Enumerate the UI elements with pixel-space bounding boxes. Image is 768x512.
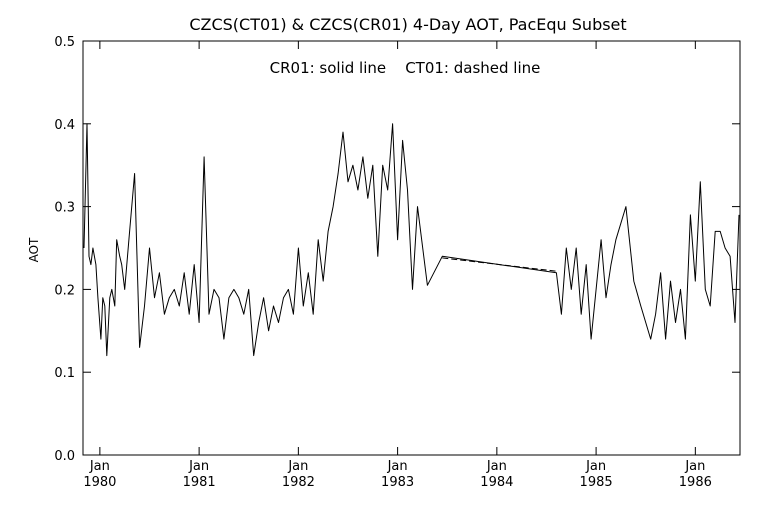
y-tick-label: 0.3 [54, 201, 75, 216]
x-ticks: Jan1980Jan1981Jan1982Jan1983Jan1984Jan19… [83, 41, 712, 490]
x-tick-year-label: 1986 [679, 475, 712, 490]
x-tick-month-label: Jan [684, 459, 705, 474]
x-tick-month-label: Jan [585, 459, 606, 474]
y-axis-label: AOT [27, 237, 41, 262]
y-ticks: 0.0 0.1 0.2 0.3 0.4 0.5 [54, 35, 740, 464]
y-tick-label: 0.5 [54, 35, 75, 50]
x-tick-year-label: 1982 [282, 475, 315, 490]
y-tick-label: 0.4 [54, 118, 75, 133]
y-tick-label: 0.1 [54, 366, 75, 381]
series-line-ct01 [442, 257, 557, 272]
x-tick-year-label: 1980 [83, 475, 116, 490]
chart-annotation: CR01: solid line CT01: dashed line [270, 59, 541, 77]
x-tick-month-label: Jan [387, 459, 408, 474]
plot-frame [82, 40, 741, 456]
x-tick-month-label: Jan [486, 459, 507, 474]
x-tick-year-label: 1981 [183, 475, 216, 490]
y-tick-label: 0.2 [54, 283, 75, 298]
x-tick-month-label: Jan [89, 459, 110, 474]
series-line-cr01 [83, 123, 740, 357]
x-tick-month-label: Jan [188, 459, 209, 474]
y-tick-label: 0.0 [54, 449, 75, 464]
x-tick-month-label: Jan [287, 459, 308, 474]
x-tick-year-label: 1983 [381, 475, 414, 490]
x-tick-year-label: 1985 [580, 475, 613, 490]
chart-title: CZCS(CT01) & CZCS(CR01) 4-Day AOT, PacEq… [189, 15, 626, 34]
x-tick-year-label: 1984 [480, 475, 513, 490]
series-layer [83, 123, 740, 357]
